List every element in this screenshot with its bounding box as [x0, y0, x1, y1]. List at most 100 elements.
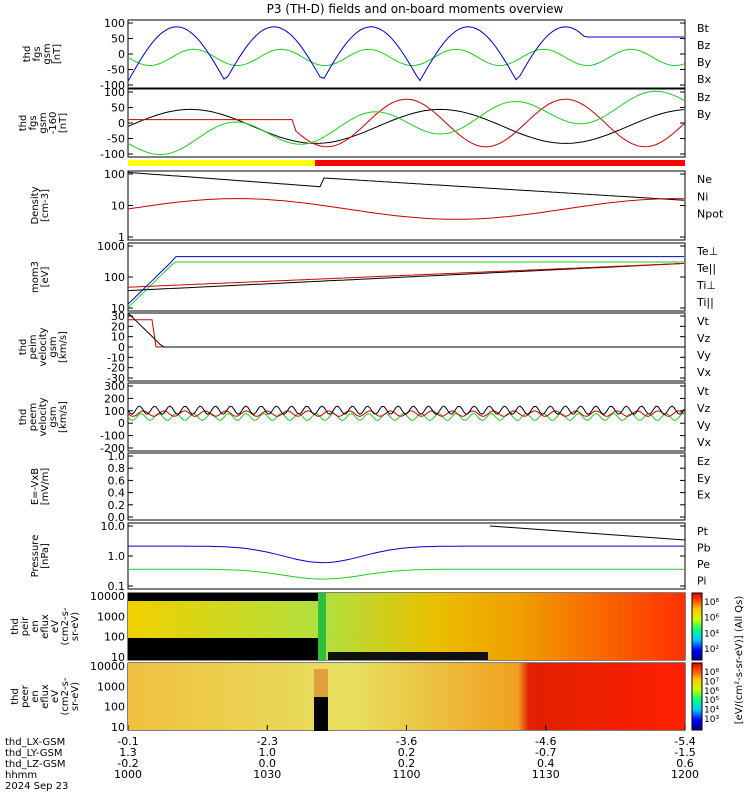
ylabel-line: peir	[20, 616, 31, 636]
ylabel-line: [cm-3]	[40, 189, 51, 222]
trace-bx	[127, 26, 684, 82]
colorbar-label: [eV/(cm²-s-sr-eV)] (All Qs)	[734, 596, 745, 725]
ylabel-line: fgs	[28, 115, 39, 130]
legend-Pe: Pe	[697, 558, 710, 571]
colorbar-tick: 10⁸	[704, 668, 719, 678]
y-tick-label: 10	[111, 721, 125, 734]
y-tick-label: -20	[107, 362, 125, 375]
panel-4: mom3 [eV] 1000 100 10 Te⊥ Te|| Ti⊥ Ti||	[30, 240, 718, 315]
mode-bar-yellow	[128, 160, 315, 166]
y-tick-label: 100	[104, 271, 125, 284]
ylabel-line: en	[30, 620, 41, 633]
row-label: hhmm	[5, 770, 37, 781]
trace-tepar	[127, 262, 685, 292]
x-label-lz: 0.4	[537, 757, 555, 770]
y-tick-label: 100	[104, 701, 125, 714]
y-tick-label: 50	[111, 33, 125, 46]
ylabel-line: thd	[22, 46, 33, 63]
y-tick-label: -50	[107, 64, 125, 77]
x-label-hhmm: 1030	[253, 768, 281, 781]
y-tick-label: 0.2	[108, 499, 126, 512]
y-tick-label: 30	[111, 310, 125, 323]
ylabel-line: -160	[48, 112, 59, 135]
trace-pt	[490, 525, 686, 541]
colorbar-tick: 10⁷	[704, 677, 719, 687]
ylabel-line: peim	[28, 334, 39, 359]
ylabel-line: eV	[50, 690, 61, 703]
legend-Pt: Pt	[697, 525, 709, 538]
ele-spec-gap	[314, 697, 328, 731]
ion-spec-top-band	[128, 593, 318, 601]
ylabel-line: gsm	[42, 43, 53, 64]
ylabel-line: (cm2-s-	[60, 607, 71, 645]
ylabel-line: thd	[10, 618, 21, 635]
ylabel-line: velocity	[38, 327, 49, 366]
ylabel-line: [km/s]	[58, 331, 69, 363]
panel-frame	[127, 88, 686, 158]
legend-Ex: Ex	[697, 489, 711, 502]
panel-frame	[127, 452, 686, 521]
legend-Ey: Ey	[697, 472, 711, 485]
panel-frame	[127, 242, 686, 312]
y-tick-label: 100	[104, 405, 125, 418]
legend-Ti||: Ti||	[696, 296, 714, 309]
y-tick-label: 0	[118, 117, 125, 130]
row-label: thd_LY-GSM	[5, 748, 62, 759]
x-label-ly: -1.5	[674, 746, 695, 759]
colorbar-tick: 10⁴	[704, 706, 719, 716]
ylabel-line: Pressure	[30, 535, 41, 578]
legend-Ne: Ne	[697, 173, 712, 186]
row-label: 2024 Sep 23	[5, 781, 68, 792]
y-tick-label: 0	[118, 341, 125, 354]
y-tick-label: -200	[100, 442, 125, 455]
legend-Pi: Pi	[697, 575, 706, 588]
ylabel-line: thd	[18, 409, 29, 426]
panel-frame	[127, 382, 686, 452]
x-label-lz: 0.2	[398, 757, 416, 770]
panel-2: thd fgs gsm -160 [nT] 100 50 0 -50 -100 Bz By	[18, 86, 712, 161]
legend-Vy: Vy	[697, 419, 711, 432]
trace-vt-ion	[127, 312, 684, 348]
y-tick-label: 10	[111, 200, 125, 213]
y-tick-label: 100	[104, 17, 125, 30]
y-tick-label: 0.6	[108, 474, 126, 487]
panel-3: Density [cm-3] 100 10 1 Ne Ni Npot	[30, 168, 724, 244]
x-label-lx: -5.4	[674, 735, 695, 748]
trace-ne	[127, 198, 685, 220]
ylabel-line: peer	[20, 684, 31, 708]
y-tick-label: 10	[111, 651, 125, 664]
x-label-lx: -0.1	[117, 735, 138, 748]
colorbar	[691, 662, 703, 731]
ion-spec-gap	[318, 593, 326, 660]
legend-Vy: Vy	[697, 349, 711, 362]
y-tick-label: -50	[107, 133, 125, 146]
y-tick-label: 100	[104, 631, 125, 644]
panel-frame	[127, 19, 686, 89]
legend-Ni: Ni	[697, 190, 708, 203]
colorbar-tick: 10²	[704, 645, 719, 655]
ylabel-line: gsm	[48, 336, 59, 357]
y-tick-label: -10	[107, 351, 125, 364]
legend-Bx: Bx	[697, 73, 712, 86]
y-tick-label: 10	[111, 331, 125, 344]
ylabel-line: velocity	[38, 397, 49, 436]
panel-frame	[127, 522, 686, 590]
row-label: thd_LZ-GSM	[5, 759, 66, 770]
legend-Vt: Vt	[697, 315, 710, 328]
panel-frame	[127, 312, 686, 382]
colorbar-tick: 10⁶	[704, 687, 719, 697]
x-label-lx: -2.3	[257, 735, 278, 748]
panel-10: thd peer en eflux eV (cm2-s-sr-eV) 10000 1000 10…	[10, 660, 685, 734]
trace-teperp	[127, 262, 685, 288]
colorbar	[691, 592, 703, 661]
y-tick-label: 1000	[97, 680, 125, 693]
trace-pe	[128, 568, 684, 580]
y-tick-label: 0.1	[108, 580, 126, 593]
y-tick-label: 100	[104, 168, 125, 181]
ion-spec-low-band	[128, 638, 318, 660]
ylabel-line: [km/s]	[58, 401, 69, 433]
trace-by	[127, 48, 685, 67]
ylabel-line: sr-eV)	[70, 682, 81, 711]
ylabel-line: en	[30, 690, 41, 703]
